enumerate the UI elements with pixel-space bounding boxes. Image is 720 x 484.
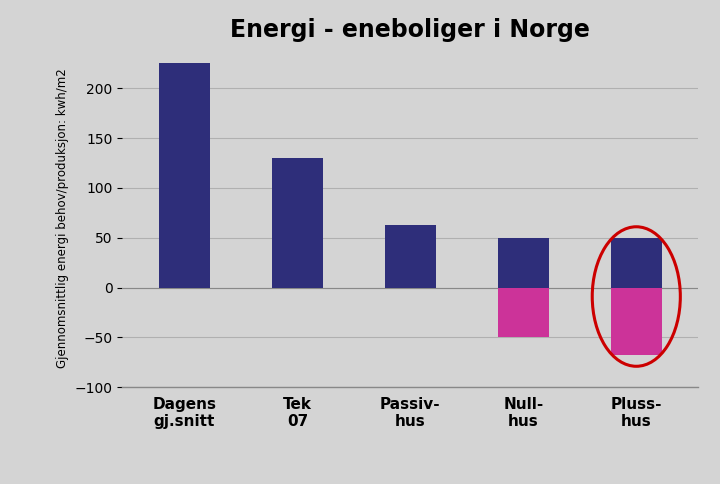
Y-axis label: Gjennomsnittlig energi behov/produksjon: kwh/m2: Gjennomsnittlig energi behov/produksjon:… [56, 68, 69, 368]
Bar [385, 225, 436, 287]
Bar [611, 287, 662, 355]
Bar [611, 238, 662, 287]
Bar [498, 238, 549, 287]
Bar [159, 63, 210, 287]
Bar [272, 158, 323, 287]
Bar [498, 287, 549, 337]
Title: Energi - eneboliger i Norge: Energi - eneboliger i Norge [230, 18, 590, 42]
